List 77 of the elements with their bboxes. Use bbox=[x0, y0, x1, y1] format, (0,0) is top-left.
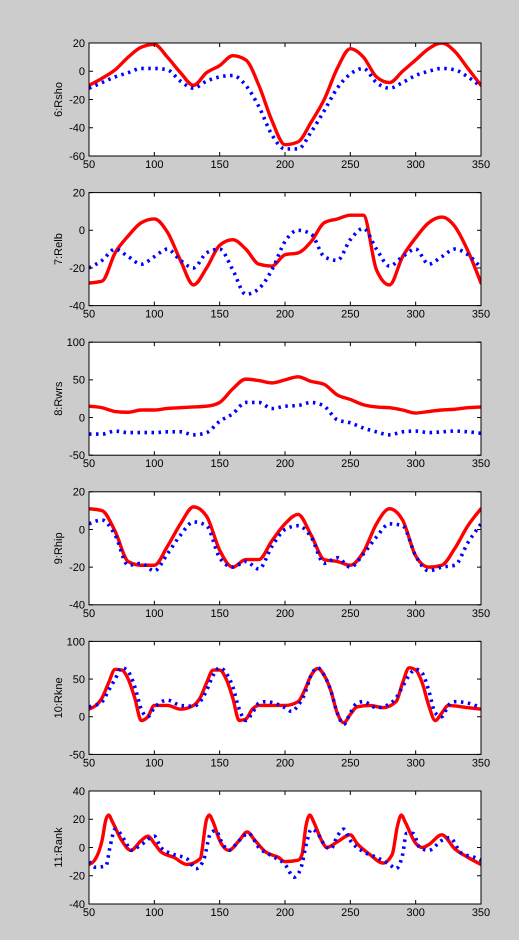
x-tick-label: 300 bbox=[406, 907, 425, 919]
x-tick-label: 250 bbox=[341, 308, 360, 321]
x-tick-label: 350 bbox=[472, 458, 490, 470]
x-tick-label: 200 bbox=[276, 907, 294, 919]
y-tick-label: 0 bbox=[78, 225, 85, 238]
y-tick-label: 20 bbox=[72, 486, 85, 499]
x-tick-label: 150 bbox=[210, 907, 229, 919]
y-tick-label: 0 bbox=[78, 842, 85, 854]
x-tick-label: 300 bbox=[406, 159, 425, 171]
line-series bbox=[89, 505, 481, 569]
x-tick-label: 200 bbox=[276, 757, 294, 770]
x-tick-label: 100 bbox=[145, 308, 164, 321]
x-tick-label: 200 bbox=[276, 458, 294, 470]
x-tick-label: 200 bbox=[276, 608, 294, 620]
x-tick-label: 350 bbox=[472, 907, 490, 919]
x-tick-label: 150 bbox=[210, 608, 229, 620]
x-tick-label: 350 bbox=[472, 159, 490, 171]
x-tick-label: 100 bbox=[145, 458, 164, 470]
x-tick-label: 100 bbox=[145, 608, 164, 620]
x-tick-label: 150 bbox=[210, 308, 229, 321]
x-tick-label: 300 bbox=[406, 458, 425, 470]
y-axis-title: 7:Relb bbox=[53, 233, 65, 265]
y-tick-label: 20 bbox=[72, 38, 85, 50]
x-tick-label: 250 bbox=[341, 608, 360, 620]
y-tick-label: -40 bbox=[69, 600, 85, 612]
y-tick-label: -50 bbox=[69, 749, 85, 762]
y-tick-label: 100 bbox=[66, 636, 85, 648]
y-tick-label: -40 bbox=[69, 122, 85, 135]
line-series bbox=[89, 43, 481, 146]
x-tick-label: 250 bbox=[341, 159, 360, 171]
x-tick-label: 350 bbox=[472, 757, 490, 770]
x-tick-label: 200 bbox=[276, 159, 294, 171]
y-axis-title: 8:Rwrs bbox=[53, 381, 65, 416]
y-tick-label: -40 bbox=[69, 300, 85, 312]
y-axis-title: 10:Rkne bbox=[53, 677, 65, 718]
x-tick-label: 300 bbox=[406, 308, 425, 321]
x-tick-label: 300 bbox=[406, 757, 425, 770]
x-tick-label: 300 bbox=[406, 608, 425, 620]
x-tick-label: 150 bbox=[210, 159, 229, 171]
x-tick-label: 100 bbox=[145, 159, 164, 171]
y-tick-label: 0 bbox=[78, 712, 85, 724]
y-axis-title: 11:Rank bbox=[53, 826, 65, 868]
y-tick-label: -40 bbox=[69, 898, 85, 911]
y-tick-label: -20 bbox=[69, 562, 85, 574]
x-tick-label: 250 bbox=[341, 907, 360, 919]
y-tick-label: 50 bbox=[72, 674, 85, 686]
y-tick-label: 0 bbox=[78, 412, 85, 424]
x-tick-label: 150 bbox=[210, 757, 229, 770]
x-tick-label: 250 bbox=[341, 757, 360, 770]
x-tick-label: 350 bbox=[472, 608, 490, 620]
line-series bbox=[89, 66, 481, 151]
line-series bbox=[89, 375, 481, 415]
y-tick-label: 50 bbox=[72, 374, 85, 387]
line-series bbox=[89, 400, 481, 437]
y-tick-label: 20 bbox=[72, 187, 85, 200]
x-tick-label: 100 bbox=[145, 907, 164, 919]
y-tick-label: 100 bbox=[66, 337, 85, 350]
y-tick-label: 0 bbox=[78, 66, 85, 78]
x-tick-label: 200 bbox=[276, 308, 294, 321]
y-axis-title: 9:Rhip bbox=[53, 532, 65, 564]
line-series bbox=[89, 827, 481, 879]
x-tick-label: 100 bbox=[145, 757, 164, 770]
line-series bbox=[89, 214, 481, 287]
y-tick-label: 40 bbox=[72, 786, 85, 798]
y-tick-label: -50 bbox=[69, 450, 85, 462]
y-tick-label: -20 bbox=[69, 94, 85, 106]
line-series bbox=[89, 518, 481, 573]
line-series bbox=[89, 226, 481, 296]
x-tick-label: 250 bbox=[341, 458, 360, 470]
x-tick-label: 150 bbox=[210, 458, 229, 470]
y-tick-label: -20 bbox=[69, 262, 85, 275]
y-axis-title: 6:Rsho bbox=[53, 82, 65, 117]
y-tick-label: -60 bbox=[69, 150, 85, 163]
y-tick-label: -20 bbox=[69, 870, 85, 883]
y-tick-label: 20 bbox=[72, 814, 85, 826]
y-tick-label: 0 bbox=[78, 524, 85, 536]
x-tick-label: 350 bbox=[472, 308, 490, 321]
